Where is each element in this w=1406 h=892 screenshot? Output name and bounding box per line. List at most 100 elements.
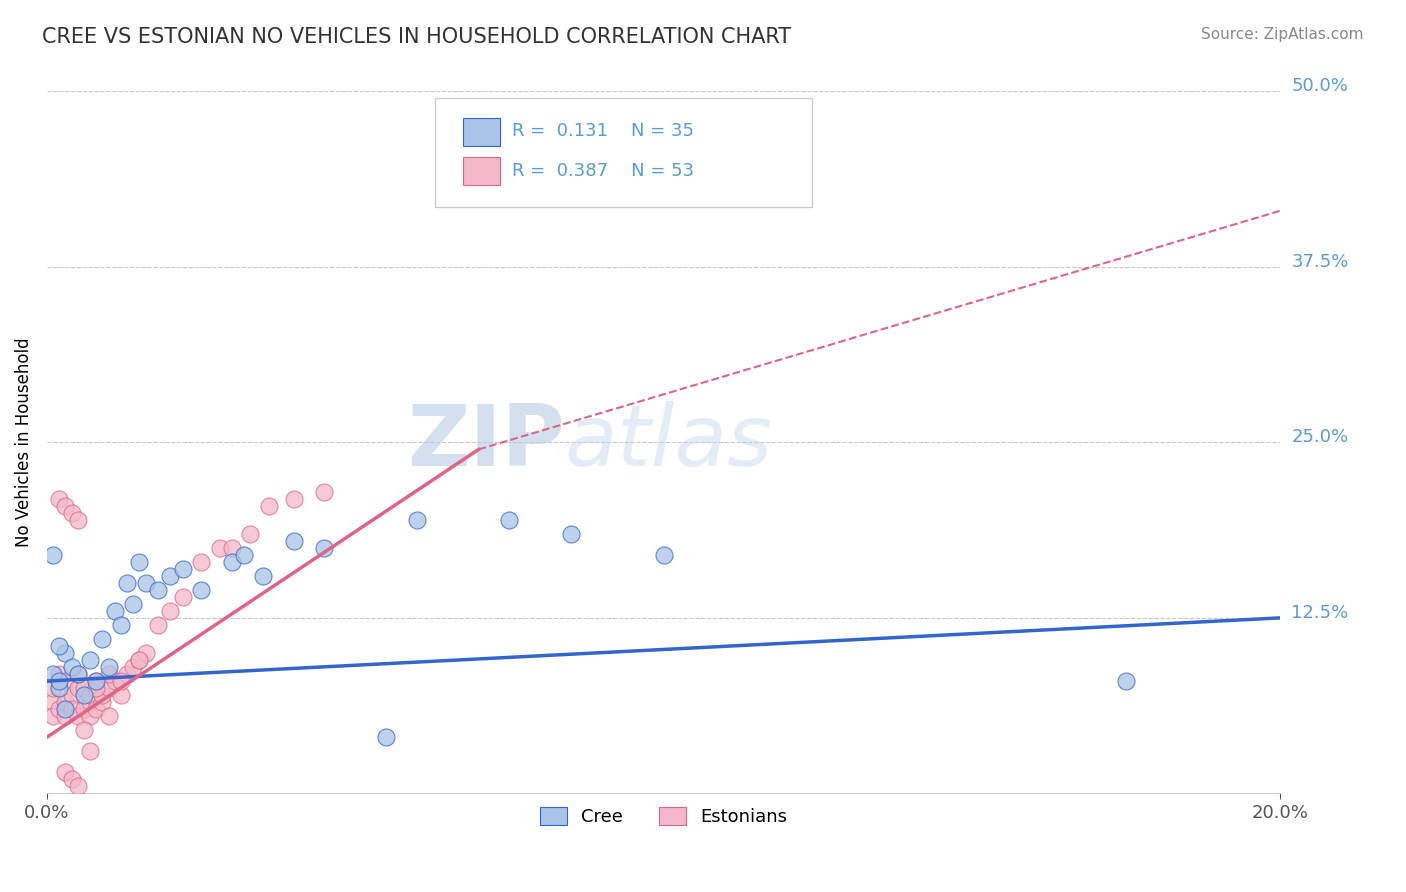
Point bbox=[97, 660, 120, 674]
Point bbox=[66, 780, 89, 794]
Point bbox=[406, 513, 429, 527]
Text: R =  0.387    N = 53: R = 0.387 N = 53 bbox=[512, 161, 695, 180]
Point bbox=[190, 555, 212, 569]
Point bbox=[84, 674, 107, 689]
Point bbox=[55, 499, 77, 513]
Point bbox=[128, 653, 150, 667]
Point bbox=[233, 548, 256, 562]
Point bbox=[314, 541, 336, 555]
Point bbox=[314, 484, 336, 499]
Point bbox=[91, 695, 114, 709]
Point bbox=[66, 667, 89, 681]
Point bbox=[48, 667, 70, 681]
Text: ZIP: ZIP bbox=[408, 401, 565, 483]
Text: Source: ZipAtlas.com: Source: ZipAtlas.com bbox=[1201, 27, 1364, 42]
Point bbox=[239, 526, 262, 541]
Point bbox=[375, 730, 398, 744]
Point bbox=[42, 709, 65, 723]
Point bbox=[60, 772, 83, 787]
Point bbox=[283, 533, 305, 548]
Point bbox=[104, 604, 127, 618]
Point bbox=[55, 695, 77, 709]
Bar bbox=[463, 118, 499, 146]
Point bbox=[1115, 674, 1137, 689]
Point bbox=[79, 653, 101, 667]
Point bbox=[110, 674, 132, 689]
Y-axis label: No Vehicles in Household: No Vehicles in Household bbox=[15, 337, 32, 547]
Point bbox=[135, 575, 157, 590]
Point bbox=[560, 526, 582, 541]
Point bbox=[73, 681, 96, 695]
Point bbox=[42, 548, 65, 562]
Point bbox=[115, 667, 138, 681]
Point bbox=[146, 618, 169, 632]
Point bbox=[66, 681, 89, 695]
Point bbox=[48, 491, 70, 506]
Point bbox=[97, 667, 120, 681]
Point bbox=[79, 744, 101, 758]
Point bbox=[110, 688, 132, 702]
Legend: Cree, Estonians: Cree, Estonians bbox=[533, 799, 794, 833]
Point bbox=[257, 499, 280, 513]
Point bbox=[652, 548, 675, 562]
Point bbox=[55, 674, 77, 689]
Point bbox=[55, 709, 77, 723]
Text: 50.0%: 50.0% bbox=[1292, 78, 1348, 95]
Point bbox=[84, 681, 107, 695]
Point bbox=[55, 702, 77, 716]
Point bbox=[42, 667, 65, 681]
Point bbox=[190, 582, 212, 597]
Point bbox=[48, 639, 70, 653]
Point bbox=[128, 653, 150, 667]
Point bbox=[172, 590, 194, 604]
Point bbox=[84, 674, 107, 689]
Text: 37.5%: 37.5% bbox=[1292, 253, 1348, 271]
FancyBboxPatch shape bbox=[436, 98, 811, 207]
Point bbox=[110, 618, 132, 632]
Point bbox=[55, 765, 77, 780]
Point bbox=[60, 688, 83, 702]
Point bbox=[104, 674, 127, 689]
Point bbox=[79, 695, 101, 709]
Point bbox=[115, 575, 138, 590]
Point bbox=[60, 506, 83, 520]
Point bbox=[42, 695, 65, 709]
Bar bbox=[463, 157, 499, 185]
Point bbox=[79, 709, 101, 723]
Point bbox=[128, 555, 150, 569]
Point bbox=[146, 582, 169, 597]
Point bbox=[42, 681, 65, 695]
Point bbox=[172, 562, 194, 576]
Point bbox=[97, 681, 120, 695]
Text: 12.5%: 12.5% bbox=[1292, 604, 1348, 622]
Point bbox=[48, 681, 70, 695]
Text: atlas: atlas bbox=[565, 401, 773, 483]
Point bbox=[91, 632, 114, 646]
Point bbox=[73, 723, 96, 738]
Text: R =  0.131    N = 35: R = 0.131 N = 35 bbox=[512, 121, 695, 140]
Point bbox=[283, 491, 305, 506]
Point bbox=[55, 646, 77, 660]
Point bbox=[48, 702, 70, 716]
Point bbox=[48, 674, 70, 689]
Point bbox=[208, 541, 231, 555]
Point bbox=[221, 555, 243, 569]
Point bbox=[66, 667, 89, 681]
Point bbox=[498, 513, 520, 527]
Point bbox=[73, 688, 96, 702]
Point bbox=[66, 709, 89, 723]
Point bbox=[66, 513, 89, 527]
Point bbox=[97, 709, 120, 723]
Point bbox=[79, 688, 101, 702]
Point bbox=[73, 702, 96, 716]
Point bbox=[252, 568, 274, 582]
Point bbox=[122, 660, 145, 674]
Point bbox=[221, 541, 243, 555]
Point bbox=[159, 568, 181, 582]
Text: 25.0%: 25.0% bbox=[1292, 428, 1348, 446]
Point bbox=[91, 688, 114, 702]
Text: CREE VS ESTONIAN NO VEHICLES IN HOUSEHOLD CORRELATION CHART: CREE VS ESTONIAN NO VEHICLES IN HOUSEHOL… bbox=[42, 27, 792, 46]
Point bbox=[122, 597, 145, 611]
Point bbox=[84, 702, 107, 716]
Point bbox=[60, 660, 83, 674]
